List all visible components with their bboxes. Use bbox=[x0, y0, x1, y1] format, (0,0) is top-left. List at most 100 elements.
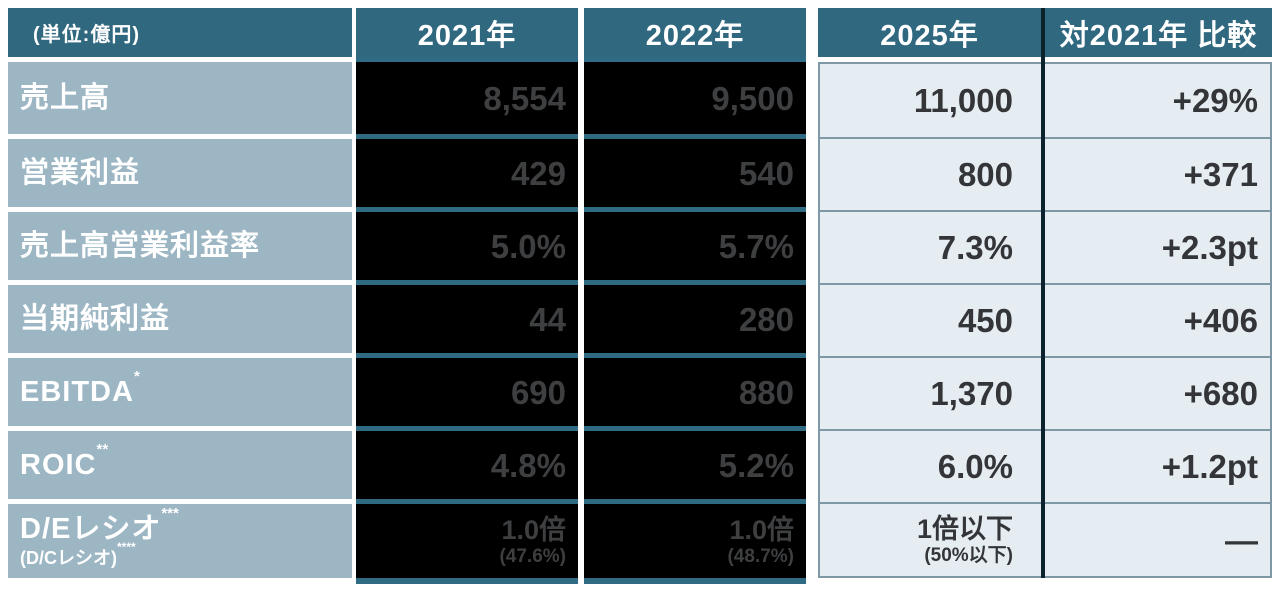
value-text: 9,500 bbox=[711, 79, 794, 117]
value-text: 1.0倍 bbox=[729, 514, 794, 545]
value-text: 690 bbox=[510, 373, 566, 411]
value-2022-roic: 5.2% bbox=[584, 431, 806, 499]
value-text: 8,554 bbox=[483, 79, 566, 117]
value-text: 11,000 bbox=[913, 82, 1013, 119]
value-2022-sales: 9,500 bbox=[584, 62, 806, 134]
value-text: 800 bbox=[957, 156, 1013, 193]
column-2025-body: 11,000 800 7.3% 450 1,370 6.0% 1倍以下 (50%… bbox=[818, 62, 1041, 578]
value-2021-operating-profit: 429 bbox=[356, 139, 578, 207]
footnote-marker: ** bbox=[96, 441, 109, 459]
unit-label: (単位:億円) bbox=[33, 24, 140, 46]
delta-ebitda: +680 bbox=[1045, 358, 1270, 431]
value-text: +29% bbox=[1172, 82, 1258, 119]
value-2022-operating-margin: 5.7% bbox=[584, 212, 806, 280]
row-label-roic: ROIC** bbox=[8, 431, 352, 499]
value-2022-operating-profit: 540 bbox=[584, 139, 806, 207]
delta-net-income: +406 bbox=[1045, 285, 1270, 358]
header-vs-2021: 対2021年 比較 bbox=[1045, 8, 1272, 57]
header-2021: 2021年 bbox=[356, 8, 578, 57]
value-text: 4.8% bbox=[490, 446, 566, 484]
value-subtext: (47.6%) bbox=[499, 545, 566, 567]
value-text: +680 bbox=[1183, 375, 1258, 412]
value-2025-roic: 6.0% bbox=[820, 431, 1041, 504]
value-text: 7.3% bbox=[937, 229, 1013, 266]
value-2021-ebitda: 690 bbox=[356, 358, 578, 426]
value-2025-operating-profit: 800 bbox=[820, 139, 1041, 212]
header-2022-label: 2022年 bbox=[645, 19, 745, 52]
value-text: 1,370 bbox=[930, 375, 1013, 412]
value-subtext: (50%以下) bbox=[924, 544, 1013, 566]
value-2021-operating-margin: 5.0% bbox=[356, 212, 578, 280]
row-sublabel: (D/Cレシオ) bbox=[20, 548, 117, 569]
value-subtext: (48.7%) bbox=[727, 545, 794, 567]
column-vs-2021-body: +29% +371 +2.3pt +406 +680 +1.2pt — bbox=[1045, 62, 1272, 578]
row-label-text: ROIC** bbox=[20, 442, 108, 481]
row-label: 売上高 bbox=[20, 81, 111, 114]
value-text: 280 bbox=[738, 300, 794, 338]
value-text: 5.7% bbox=[718, 227, 794, 265]
row-label-text: 営業利益 bbox=[20, 158, 140, 188]
value-2025-operating-margin: 7.3% bbox=[820, 212, 1041, 285]
column-vs-2021: 対2021年 比較 +29% +371 +2.3pt +406 +680 +1.… bbox=[1045, 8, 1272, 584]
unit-header-cell: (単位:億円) bbox=[8, 8, 352, 57]
header-2022: 2022年 bbox=[584, 8, 806, 57]
column-2021: 2021年 8,554 429 5.0% 44 690 4.8% 1.0倍 (4… bbox=[356, 8, 578, 584]
value-text: +371 bbox=[1183, 156, 1258, 193]
value-2021-sales: 8,554 bbox=[356, 62, 578, 134]
row-label-text: 売上高営業利益率 bbox=[20, 231, 260, 261]
row-label: D/Eレシオ bbox=[20, 512, 162, 545]
value-2022-ebitda: 880 bbox=[584, 358, 806, 426]
value-text: 5.0% bbox=[490, 227, 566, 265]
delta-roic: +1.2pt bbox=[1045, 431, 1270, 504]
value-text: +406 bbox=[1183, 302, 1258, 339]
delta-operating-margin: +2.3pt bbox=[1045, 212, 1270, 285]
header-2021-label: 2021年 bbox=[417, 19, 517, 52]
column-2022: 2022年 9,500 540 5.7% 280 880 5.2% 1.0倍 (… bbox=[584, 8, 806, 584]
footnote-marker: **** bbox=[117, 540, 136, 555]
value-2021-roic: 4.8% bbox=[356, 431, 578, 499]
row-label-sales: 売上高 bbox=[8, 62, 352, 134]
value-text: 880 bbox=[738, 373, 794, 411]
value-text: 44 bbox=[529, 300, 566, 338]
row-label: ROIC bbox=[20, 448, 97, 481]
row-label-text: D/Eレシオ*** bbox=[20, 506, 179, 545]
row-label-text: 売上高 bbox=[20, 83, 110, 113]
value-text: +1.2pt bbox=[1161, 448, 1258, 485]
header-2025-label: 2025年 bbox=[880, 19, 979, 52]
column-divider bbox=[1041, 8, 1045, 578]
value-text: 1.0倍 bbox=[501, 514, 566, 545]
value-text: 540 bbox=[738, 154, 794, 192]
delta-de-ratio: — bbox=[1045, 504, 1270, 576]
row-label: 売上高営業利益率 bbox=[20, 229, 261, 262]
value-text: — bbox=[1225, 521, 1258, 559]
row-label-text: EBITDA* bbox=[20, 369, 140, 408]
column-gap-wide bbox=[806, 8, 818, 584]
column-metrics: (単位:億円) 売上高 営業利益 売上高営業利益率 当期純利益 EBITDA* … bbox=[8, 8, 352, 584]
row-label: EBITDA bbox=[20, 375, 134, 408]
row-label: 当期純利益 bbox=[20, 302, 171, 335]
value-text: 5.2% bbox=[718, 446, 794, 484]
header-vs-2021-label: 対2021年 比較 bbox=[1059, 19, 1258, 52]
footnote-marker: * bbox=[133, 368, 140, 386]
row-label: 営業利益 bbox=[20, 156, 141, 189]
value-text: 6.0% bbox=[937, 448, 1013, 485]
value-text: 1倍以下 bbox=[916, 513, 1013, 544]
value-2021-net-income: 44 bbox=[356, 285, 578, 353]
value-text: 429 bbox=[510, 154, 566, 192]
value-2022-net-income: 280 bbox=[584, 285, 806, 353]
column-2025: 2025年 11,000 800 7.3% 450 1,370 6.0% 1倍以… bbox=[818, 8, 1041, 584]
row-label-de-ratio: D/Eレシオ*** (D/Cレシオ)**** bbox=[8, 504, 352, 578]
value-2025-de-ratio: 1倍以下 (50%以下) bbox=[820, 504, 1041, 576]
row-label-ebitda: EBITDA* bbox=[8, 358, 352, 426]
value-2022-de-ratio: 1.0倍 (48.7%) bbox=[584, 504, 806, 578]
value-text: 450 bbox=[957, 302, 1013, 339]
value-2021-de-ratio: 1.0倍 (47.6%) bbox=[356, 504, 578, 578]
row-label-operating-profit: 営業利益 bbox=[8, 139, 352, 207]
footnote-marker: *** bbox=[161, 505, 179, 523]
row-label-net-income: 当期純利益 bbox=[8, 285, 352, 353]
value-text: +2.3pt bbox=[1161, 229, 1258, 266]
value-2025-net-income: 450 bbox=[820, 285, 1041, 358]
row-label-operating-margin: 売上高営業利益率 bbox=[8, 212, 352, 280]
header-2025: 2025年 bbox=[818, 8, 1041, 57]
